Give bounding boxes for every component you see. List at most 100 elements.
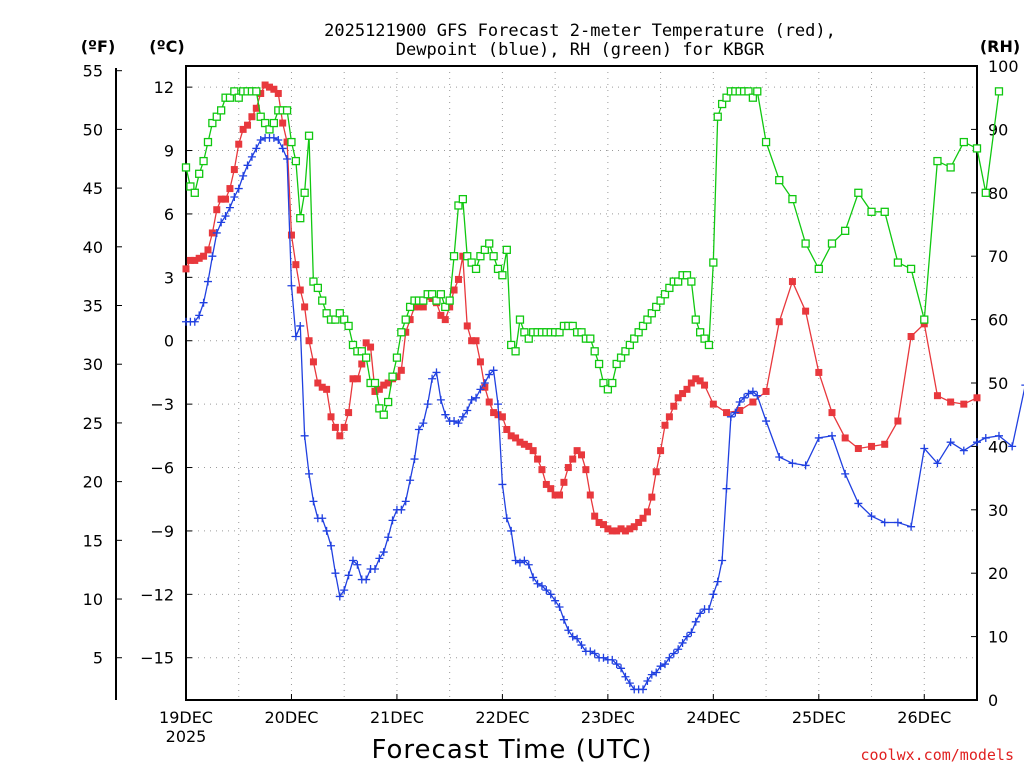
temperature-point [411, 303, 419, 311]
temperature-point [468, 337, 476, 345]
dewpoint-point [731, 408, 740, 417]
temperature-point [336, 432, 344, 440]
dewpoint-point [665, 653, 674, 662]
dewpoint-point [709, 590, 718, 599]
temperature-point [665, 413, 673, 421]
temperature-point [933, 392, 941, 400]
rh-point [203, 137, 213, 147]
dewpoint-point [300, 431, 309, 440]
temperature-point [331, 423, 339, 431]
temperature-point [490, 409, 498, 417]
dewpoint-point [537, 581, 546, 590]
dewpoint-point [511, 556, 520, 565]
temperature-point [248, 113, 256, 121]
temperature-point [529, 447, 537, 455]
temperature-point [485, 398, 493, 406]
rh-point [388, 372, 397, 381]
dewpoint-point [274, 135, 283, 144]
rh-point [841, 226, 850, 235]
temperature-point [239, 125, 247, 133]
dewpoint-point [379, 548, 388, 557]
dewpoint-point [907, 522, 916, 531]
rh-point [335, 309, 344, 318]
dewpoint-point [586, 647, 595, 656]
series-line [186, 137, 1024, 691]
dewpoint-point [656, 662, 665, 671]
rh-point [287, 137, 296, 147]
dewpoint-point [344, 571, 353, 580]
dewpoint-point [841, 469, 850, 478]
temperature-point [652, 468, 660, 476]
rh-point [753, 87, 762, 96]
celsius-tick-label: 12 [154, 78, 174, 97]
dewpoint-point [691, 617, 700, 626]
temperature-point [586, 491, 594, 499]
rh-point [972, 144, 982, 153]
grid-lines [185, 66, 977, 700]
rh-point [507, 340, 516, 350]
temperature-point [314, 379, 322, 387]
dewpoint-point [331, 569, 340, 578]
dewpoint-point [599, 653, 608, 662]
dewpoint-point [814, 433, 823, 442]
dewpoint-point [476, 385, 485, 394]
dewpoint-point [959, 446, 968, 455]
temperature-point [564, 464, 572, 472]
dewpoint-point [577, 641, 586, 650]
rh-point [656, 296, 665, 305]
dewpoint-point [559, 615, 568, 624]
rh-point [691, 315, 700, 324]
dewpoint-point [348, 556, 357, 565]
rh-point [660, 290, 670, 299]
dewpoint-point [480, 379, 489, 387]
temperature-point [749, 398, 757, 406]
temperature-point [204, 246, 212, 254]
dewpoint-point [880, 518, 889, 527]
temperature-point [358, 360, 366, 368]
fahrenheit-tick-label: 45 [83, 179, 103, 198]
dewpoint-point [981, 433, 990, 442]
dewpoint-point [744, 389, 753, 398]
dewpoint-point [687, 628, 696, 637]
dewpoint-point [533, 579, 542, 588]
rh-point [313, 283, 322, 293]
dewpoint-point [327, 541, 336, 550]
rh-point [304, 131, 314, 140]
dewpoint-point [652, 668, 661, 677]
temperature-point [542, 480, 550, 488]
temperature-point [305, 337, 313, 345]
dewpoint-point [309, 497, 318, 506]
dewpoint-point [269, 133, 278, 142]
rh-point [397, 328, 406, 337]
rh-point [476, 252, 485, 261]
rh-point [463, 252, 472, 261]
time-tick-sublabel: 2025 [166, 727, 207, 746]
dewpoint-point [287, 281, 296, 290]
rh-point [520, 328, 529, 337]
temperature-point [296, 286, 304, 294]
rh-point [612, 359, 621, 369]
rh-point [674, 277, 683, 286]
dewpoint-point [678, 638, 687, 647]
rh-point [309, 277, 318, 286]
temperature-point [182, 265, 190, 273]
temperature-point [503, 425, 511, 433]
dewpoint-point [546, 590, 555, 599]
rh-tick-label: 40 [988, 437, 1008, 456]
rh-point [634, 328, 643, 337]
temperature-point [670, 402, 678, 410]
fahrenheit-tick-label: 25 [83, 414, 103, 433]
temperature-point [841, 434, 849, 442]
temperature-point [222, 195, 230, 203]
celsius-tick-label: −3 [150, 395, 174, 414]
fahrenheit-tick-label: 15 [83, 531, 103, 550]
dewpoint-point [555, 603, 564, 612]
temperature-point [235, 140, 243, 148]
temperature-point [960, 400, 968, 408]
temperature-point [279, 119, 287, 127]
temperature-point [371, 387, 379, 395]
rh-point [256, 112, 265, 121]
dewpoint-point [467, 395, 476, 404]
dewpoint-point [436, 395, 445, 404]
rh-point [647, 309, 656, 318]
